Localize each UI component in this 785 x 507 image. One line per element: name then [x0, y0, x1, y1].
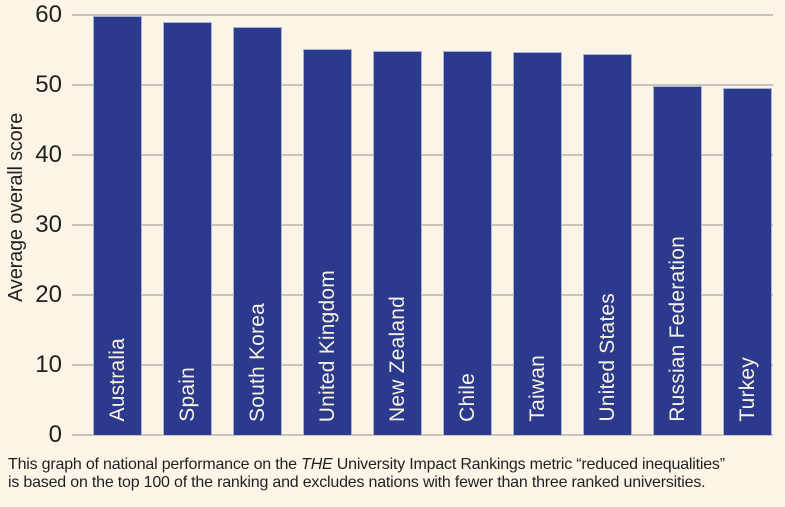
bar-new-zealand: New Zealand [373, 51, 422, 435]
gridline-y-20 [72, 294, 773, 296]
gridline-y-50 [72, 84, 773, 86]
bar-australia: Australia [93, 16, 142, 435]
chart-caption: This graph of national performance on th… [8, 456, 778, 491]
caption-line1-pre: This graph of national performance on th… [8, 456, 302, 473]
bar-label: Spain [175, 367, 199, 422]
bar-label: New Zealand [385, 296, 409, 422]
y-tick-label-10: 10 [35, 351, 62, 378]
gridline-y-40 [72, 154, 773, 156]
bar-label: Turkey [735, 357, 759, 422]
bar-label: Russian Federation [665, 236, 689, 422]
bar-united-states: United States [583, 54, 632, 435]
bar-label: United States [595, 293, 619, 422]
bar-label: Taiwan [525, 355, 549, 422]
bar-label: Chile [455, 373, 479, 422]
gridline-y-0 [72, 434, 773, 436]
caption-line1-post: University Impact Rankings metric “reduc… [332, 456, 725, 473]
bar-label: South Korea [245, 303, 269, 422]
bar-label: Australia [105, 338, 129, 422]
gridline-y-60 [72, 14, 773, 16]
bar-label: United Kingdom [315, 269, 339, 422]
y-tick-label-0: 0 [48, 421, 62, 448]
plot-area: Australia Spain South Korea United Kingdom N… [72, 14, 773, 436]
bar-united-kingdom: United Kingdom [303, 49, 352, 435]
y-tick-label-20: 20 [35, 281, 62, 308]
bar-chile: Chile [443, 51, 492, 435]
bar-turkey: Turkey [723, 88, 772, 435]
y-tick-label-50: 50 [35, 71, 62, 98]
caption-line2: is based on the top 100 of the ranking a… [8, 473, 706, 491]
y-tick-label-60: 60 [35, 1, 62, 28]
y-axis-tick-labels: 0 10 20 30 40 50 60 [0, 2, 62, 448]
bar-russian-federation: Russian Federation [653, 86, 702, 435]
bar-taiwan: Taiwan [513, 52, 562, 435]
bar-spain: Spain [163, 22, 212, 435]
gridline-y-30 [72, 224, 773, 226]
caption-publication-name: THE [301, 456, 333, 473]
gridline-y-10 [72, 364, 773, 366]
bar-south-korea: South Korea [233, 27, 282, 435]
y-tick-label-30: 30 [35, 211, 62, 238]
y-tick-label-40: 40 [35, 141, 62, 168]
